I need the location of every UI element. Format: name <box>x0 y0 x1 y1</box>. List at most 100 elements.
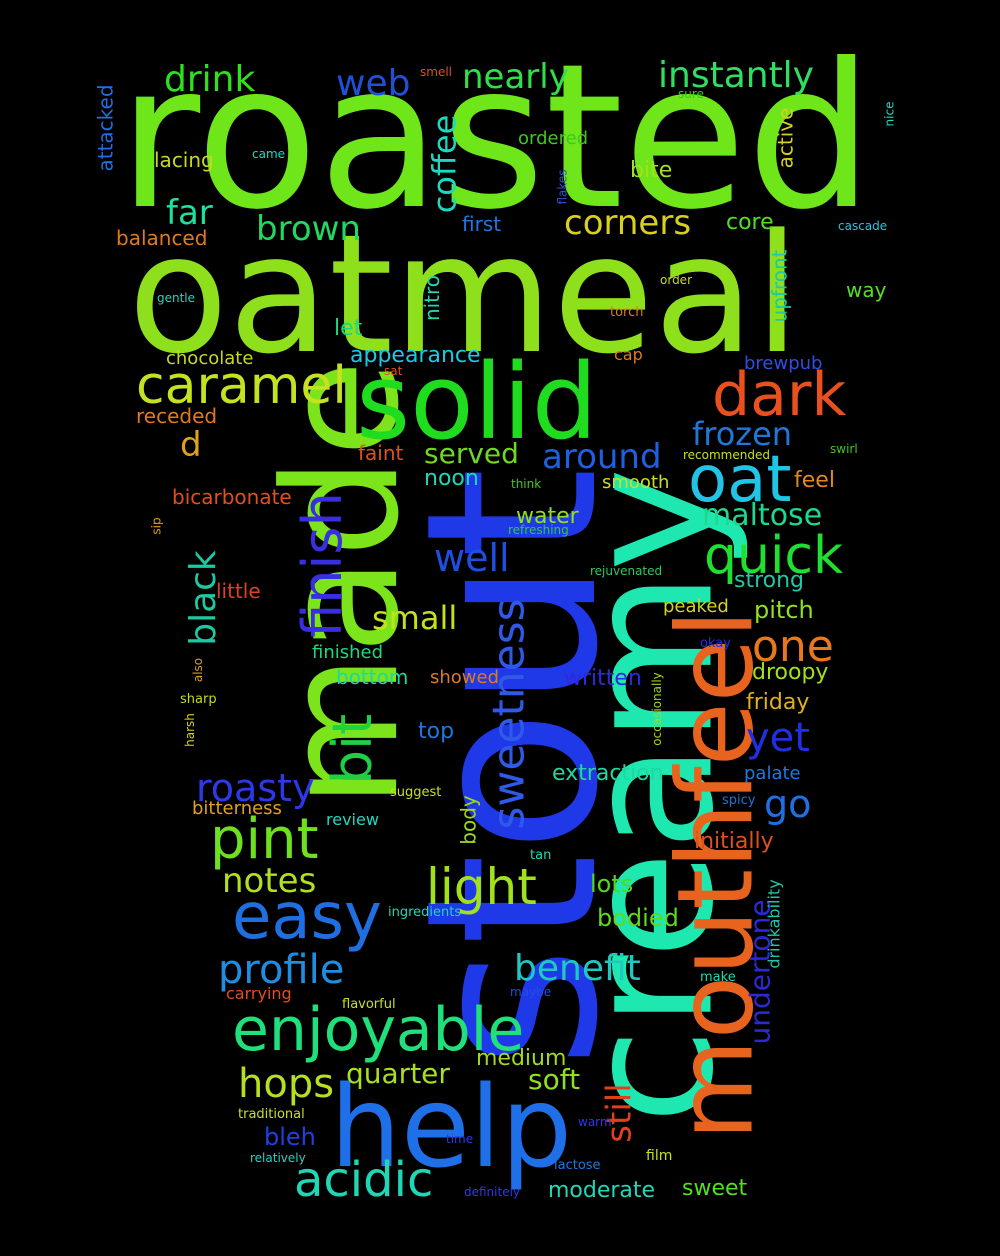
word-yet: yet <box>746 715 810 761</box>
word-frozen: frozen <box>692 415 793 453</box>
word-written: written <box>564 666 642 691</box>
word-drinkability: drinkability <box>764 879 784 969</box>
word-flakes: flakes <box>555 169 570 205</box>
word-finish: finish <box>290 492 354 638</box>
word-benefit: benefit <box>514 948 641 989</box>
word-film: film <box>646 1148 673 1164</box>
word-extraction: extraction <box>552 761 664 786</box>
word-sip: sip <box>149 517 164 535</box>
word-cascade: cascade <box>838 219 888 233</box>
word-nitro: nitro <box>420 274 445 322</box>
word-let: let <box>334 316 363 341</box>
word-smooth: smooth <box>602 472 670 493</box>
word-strong: strong <box>734 568 805 593</box>
word-notes: notes <box>222 861 317 901</box>
word-profile: profile <box>218 947 345 993</box>
word-swirl: swirl <box>830 442 858 456</box>
word-still: still <box>599 1083 640 1143</box>
word-receded: receded <box>136 404 218 428</box>
word-small: small <box>372 599 458 637</box>
word-corners: corners <box>564 203 692 243</box>
word-top: top <box>418 719 455 744</box>
word-think: think <box>511 477 542 491</box>
word-quick: quick <box>704 526 844 586</box>
word-pitch: pitch <box>754 596 814 624</box>
word-review: review <box>326 810 379 829</box>
word-far: far <box>166 193 213 233</box>
word-acidic: acidic <box>294 1152 434 1208</box>
word-friday: friday <box>746 690 810 715</box>
word-ordered: ordered <box>518 128 589 149</box>
word-light: light <box>426 858 537 916</box>
word-rejuvenated: rejuvenated <box>590 564 663 578</box>
word-nice: nice <box>882 101 897 127</box>
word-body: body <box>456 795 481 845</box>
word-around: around <box>542 437 662 477</box>
word-easy: easy <box>232 880 382 954</box>
word-time: time <box>446 1132 474 1146</box>
word-medium: medium <box>476 1046 567 1071</box>
word-make: make <box>700 970 736 985</box>
word-hops: hops <box>238 1061 335 1107</box>
word-maltose: maltose <box>702 498 823 533</box>
word-carrying: carrying <box>226 984 292 1003</box>
word-flavorful: flavorful <box>342 997 396 1012</box>
word-occasionally: occasionally <box>649 672 664 746</box>
word-cap: cap <box>614 345 643 364</box>
word-core: core <box>726 210 774 235</box>
word-well: well <box>434 536 510 580</box>
word-brewpub: brewpub <box>744 353 823 374</box>
word-water: water <box>516 504 579 529</box>
word-feel: feel <box>794 468 835 493</box>
word-suggest: suggest <box>390 785 442 800</box>
word-go: go <box>764 782 812 826</box>
word-sweet: sweet <box>682 1176 748 1201</box>
word-dark: dark <box>712 360 847 430</box>
word-chocolate: chocolate <box>166 348 254 369</box>
word-recommended: recommended <box>683 448 770 462</box>
word-came: came <box>252 147 286 161</box>
word-pint: pint <box>210 807 319 872</box>
word-bodied: bodied <box>597 904 679 932</box>
word-lots: lots <box>590 870 634 898</box>
word-caramel: caramel <box>136 356 347 416</box>
word-drink: drink <box>164 59 256 100</box>
word-one: one <box>752 621 834 672</box>
word-torch: torch <box>610 305 644 320</box>
word-way: way <box>846 278 887 302</box>
word-sat: sat <box>384 364 403 378</box>
word-harsh: harsh <box>182 713 197 747</box>
word-little: little <box>216 579 261 603</box>
word-also: also <box>191 657 206 683</box>
word-bicarbonate: bicarbonate <box>172 485 292 509</box>
word-refreshing: refreshing <box>508 523 569 537</box>
word-brown: brown <box>256 209 361 249</box>
word-oatmeal: oatmeal <box>128 199 800 390</box>
word-ingredients: ingredients <box>388 905 462 920</box>
word-finished: finished <box>312 642 384 663</box>
word-roasted: roasted <box>118 21 874 254</box>
word-solid: solid <box>356 341 598 463</box>
word-moderate: moderate <box>548 1178 656 1203</box>
word-active: active <box>773 107 798 169</box>
word-tan: tan <box>530 848 552 863</box>
word-smell: smell <box>420 65 452 79</box>
word-lacing: lacing <box>154 148 214 172</box>
word-d: d <box>180 425 202 465</box>
word-bit: bit <box>321 713 385 785</box>
word-balanced: balanced <box>116 226 208 250</box>
word-nearly: nearly <box>462 57 569 97</box>
word-bite: bite <box>630 158 673 183</box>
word-definitely: definitely <box>464 1185 521 1199</box>
word-attacked: attacked <box>93 84 118 172</box>
word-maybe: maybe <box>510 985 552 999</box>
word-coffee: coffee <box>425 114 464 214</box>
word-relatively: relatively <box>250 1151 306 1165</box>
word-lactose: lactose <box>554 1158 601 1173</box>
word-upfront: upfront <box>767 249 792 323</box>
word-gentle: gentle <box>157 291 196 305</box>
word-bitterness: bitterness <box>192 798 282 819</box>
word-warm: warm <box>578 1115 612 1129</box>
word-soft: soft <box>528 1063 581 1096</box>
